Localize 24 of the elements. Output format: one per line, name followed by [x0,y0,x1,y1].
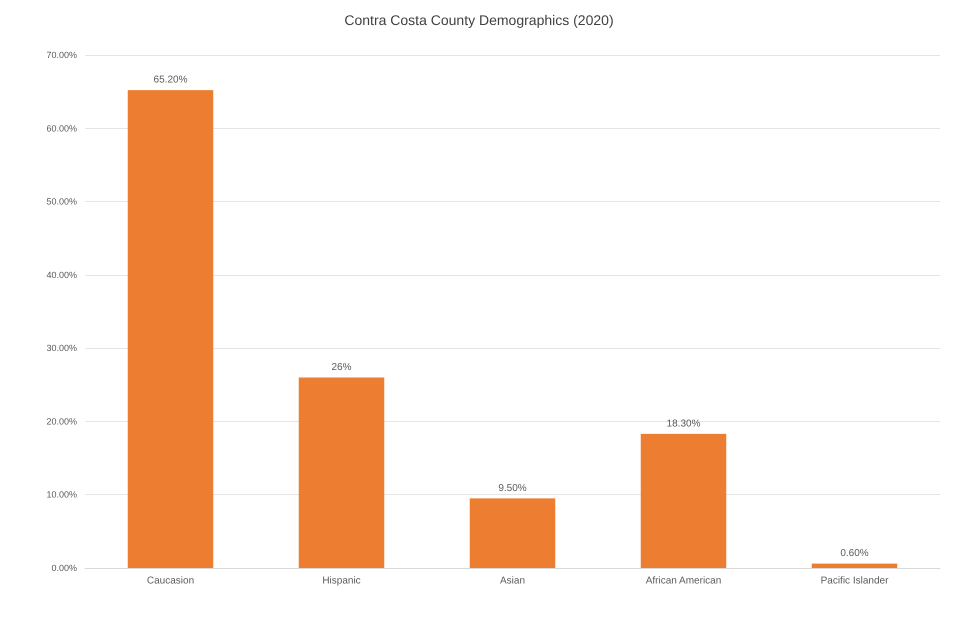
chart-title: Contra Costa County Demographics (2020) [344,12,614,28]
data-label: 65.20% [154,74,188,86]
bar [640,434,726,568]
bar [812,564,898,568]
x-tick-label: Pacific Islander [820,576,890,586]
y-tick-label: 30.00% [46,343,77,354]
x-tick-label: African American [646,576,722,586]
y-tick-label: 70.00% [46,50,77,60]
bar [298,377,384,568]
y-tick-label: 0.00% [51,563,77,573]
y-tick-label: 40.00% [46,270,77,280]
data-label: 0.60% [840,548,869,560]
bar [470,498,556,568]
y-tick-label: 50.00% [46,196,77,207]
bar [128,90,214,568]
data-label: 9.50% [498,482,527,494]
y-tick-label: 60.00% [46,123,77,134]
data-label: 18.30% [666,418,701,430]
x-tick-label: Asian [500,576,526,586]
x-tick-label: Hispanic [322,576,361,586]
y-tick-label: 20.00% [46,416,77,426]
data-label: 26% [331,362,352,373]
x-tick-label: Caucasion [146,576,194,586]
y-tick-label: 10.00% [46,490,77,500]
